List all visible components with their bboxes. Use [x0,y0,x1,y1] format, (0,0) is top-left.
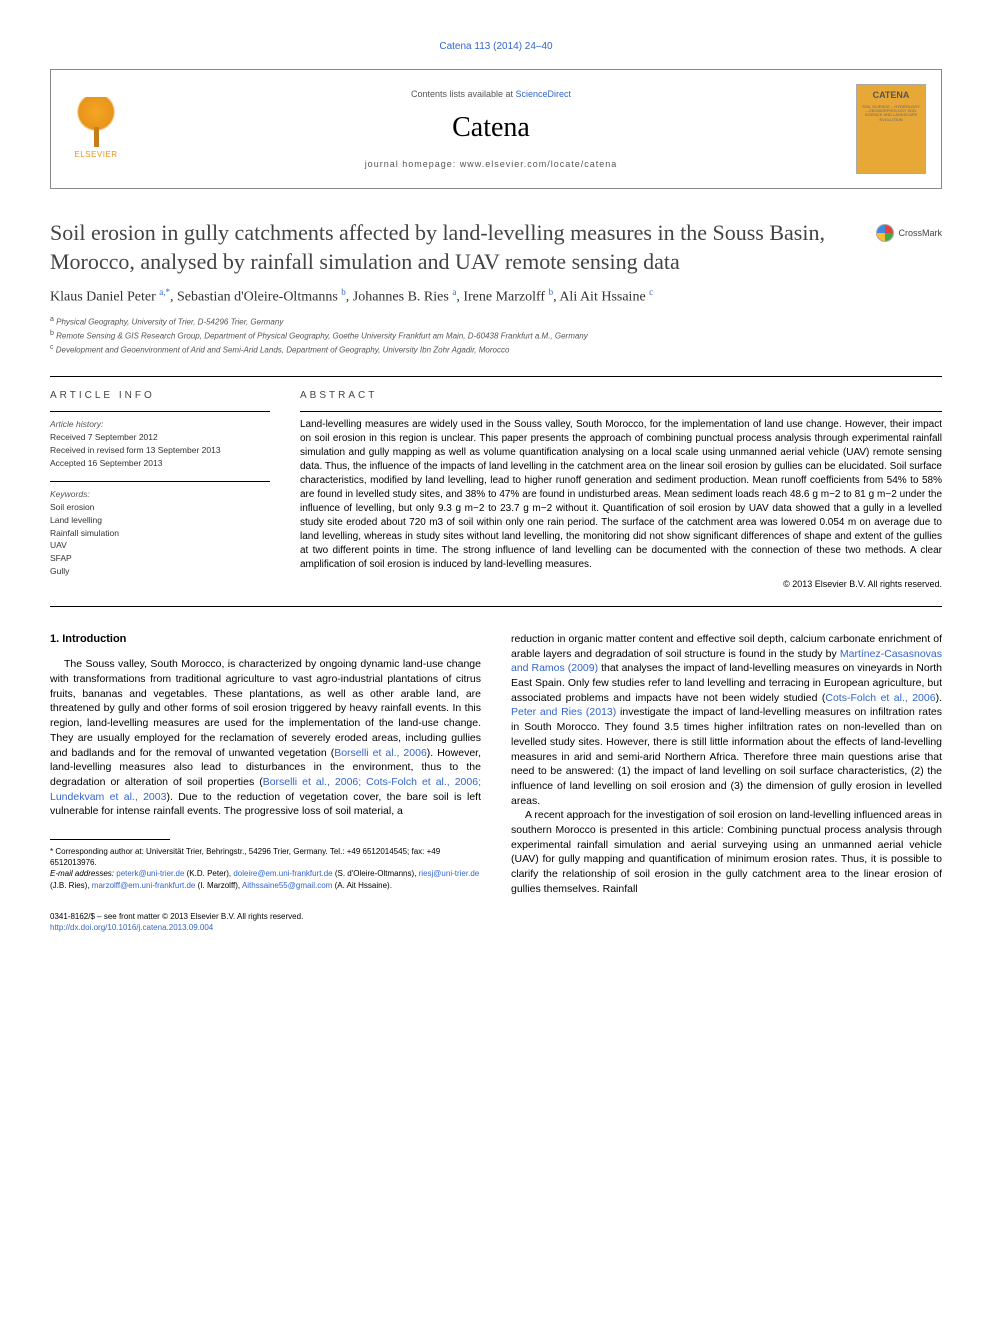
doi-link[interactable]: http://dx.doi.org/10.1016/j.catena.2013.… [50,922,481,933]
body-col-left: 1. Introduction The Souss valley, South … [50,632,481,933]
email-name: (I. Marzolff) [198,881,238,890]
divider [50,376,942,377]
article-info-heading: ARTICLE INFO [50,389,270,403]
header-center: Contents lists available at ScienceDirec… [126,88,856,170]
elsevier-tree-icon [71,97,121,147]
citation-5[interactable]: Peter and Ries (2013) [511,706,616,718]
elsevier-text: ELSEVIER [74,149,117,160]
body-text-3: A recent approach for the investigation … [511,809,942,894]
email-link[interactable]: marzolff@em.uni-frankfurt.de [92,881,196,890]
contents-prefix: Contents lists available at [411,89,516,99]
body-columns: 1. Introduction The Souss valley, South … [50,632,942,933]
bottom-metadata: 0341-8162/$ – see front matter © 2013 El… [50,911,481,933]
crossmark-label: CrossMark [898,227,942,240]
keyword: Land levelling [50,514,270,527]
email-addresses: E-mail addresses: peterk@uni-trier.de (K… [50,868,481,890]
received-date: Received 7 September 2012 [50,431,270,444]
journal-name: Catena [126,108,856,147]
intro-text-left: The Souss valley, South Morocco, is char… [50,657,481,819]
keyword: Gully [50,565,270,578]
email-link[interactable]: riesj@uni-trier.de [419,869,480,878]
journal-header: ELSEVIER Contents lists available at Sci… [50,69,942,189]
issn-line: 0341-8162/$ – see front matter © 2013 El… [50,911,481,922]
corresponding-author: * Corresponding author at: Universität T… [50,846,481,868]
email-name: (K.D. Peter) [187,869,229,878]
footnotes: * Corresponding author at: Universität T… [50,846,481,891]
affiliations: a Physical Geography, University of Trie… [50,315,942,356]
email-link[interactable]: Aithssaine55@gmail.com [242,881,332,890]
citation-1[interactable]: Borselli et al., 2006 [334,747,427,759]
body-text-2d: investigate the impact of land-levelling… [511,706,942,806]
citation-4[interactable]: Cots-Folch et al., 2006 [825,692,935,704]
intro-heading: 1. Introduction [50,632,481,647]
intro-text-right: reduction in organic matter content and … [511,632,942,896]
homepage-prefix: journal homepage: [365,159,460,169]
cover-title: CATENA [873,89,910,102]
article-title: Soil erosion in gully catchments affecte… [50,219,830,276]
contents-line: Contents lists available at ScienceDirec… [126,88,856,101]
email-link[interactable]: peterk@uni-trier.de [116,869,184,878]
email-name: (S. d'Oleire-Oltmanns) [335,869,414,878]
article-info: ARTICLE INFO Article history: Received 7… [50,389,270,591]
body-col-right: reduction in organic matter content and … [511,632,942,933]
keywords-label: Keywords: [50,488,270,501]
body-text-2c: ). [936,692,942,704]
article-history: Article history: Received 7 September 20… [50,411,270,469]
history-label: Article history: [50,418,270,431]
journal-cover: CATENA SOIL SCIENCE – HYDROLOGY – GEOMOR… [856,84,926,174]
revised-date: Received in revised form 13 September 20… [50,444,270,457]
abstract-text: Land-levelling measures are widely used … [300,411,942,572]
body-text-1: The Souss valley, South Morocco, is char… [50,658,481,758]
email-name: (J.B. Ries) [50,881,87,890]
journal-homepage: journal homepage: www.elsevier.com/locat… [126,158,856,171]
abstract-copyright: © 2013 Elsevier B.V. All rights reserved… [300,578,942,591]
cover-subtitle: SOIL SCIENCE – HYDROLOGY – GEOMORPHOLOGY… [861,105,921,123]
abstract-heading: ABSTRACT [300,389,942,403]
keywords-list: Soil erosionLand levellingRainfall simul… [50,501,270,578]
divider [50,606,942,607]
author-list: Klaus Daniel Peter a,*, Sebastian d'Olei… [50,286,942,307]
abstract-column: ABSTRACT Land-levelling measures are wid… [300,389,942,591]
keyword: Rainfall simulation [50,527,270,540]
homepage-url[interactable]: www.elsevier.com/locate/catena [460,159,618,169]
email-link[interactable]: doleire@em.uni-frankfurt.de [233,869,332,878]
footnote-divider [50,839,170,840]
sciencedirect-link[interactable]: ScienceDirect [516,89,572,99]
info-abstract-row: ARTICLE INFO Article history: Received 7… [50,389,942,591]
crossmark-icon [876,224,894,242]
crossmark-badge[interactable]: CrossMark [876,224,942,242]
email-name: (A. Ait Hssaine). [335,881,392,890]
accepted-date: Accepted 16 September 2013 [50,457,270,470]
keyword: UAV [50,539,270,552]
journal-reference: Catena 113 (2014) 24–40 [50,40,942,54]
keyword: Soil erosion [50,501,270,514]
keywords-block: Keywords: Soil erosionLand levellingRain… [50,481,270,577]
keyword: SFAP [50,552,270,565]
elsevier-logo: ELSEVIER [66,94,126,164]
